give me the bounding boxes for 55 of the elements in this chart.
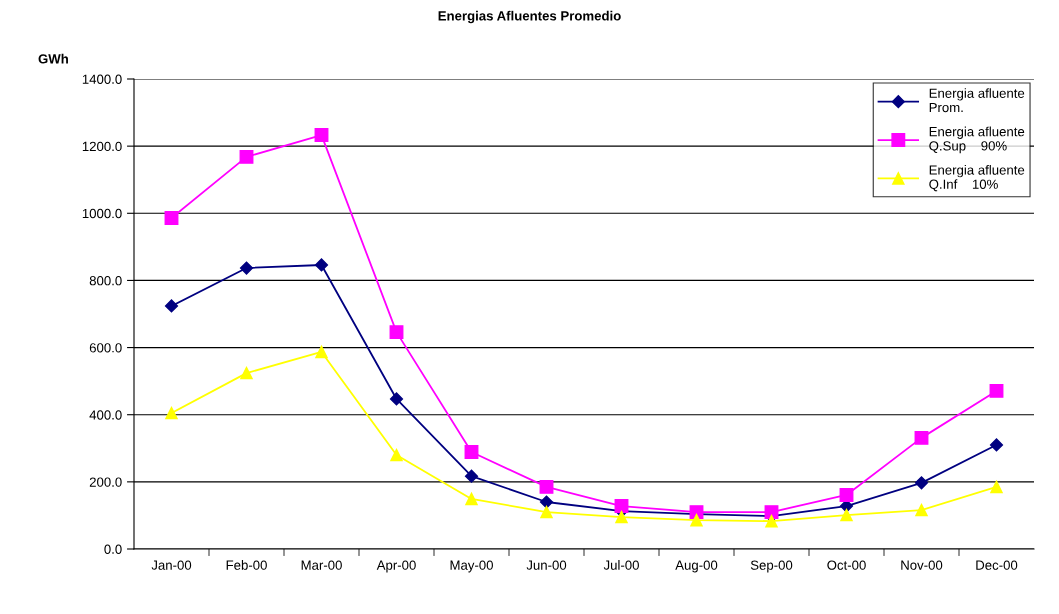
point — [164, 299, 179, 313]
x-tick-label: Mar-00 — [301, 560, 342, 570]
point — [539, 495, 554, 509]
y-tick-label: 400.0 — [89, 410, 122, 420]
point — [915, 503, 928, 517]
y-tick-label: 1200.0 — [82, 141, 122, 152]
point — [990, 480, 1003, 494]
point — [989, 383, 1004, 398]
x-tick-label: Apr-00 — [376, 560, 416, 573]
point — [165, 406, 178, 420]
legend-label: Energia afluente Q.Inf 10% — [929, 165, 1025, 192]
x-tick-label: Oct-00 — [827, 560, 866, 570]
x-tick-label: May-00 — [450, 560, 493, 573]
x-tick-label: Jun-00 — [526, 560, 567, 570]
point — [239, 261, 254, 275]
point — [390, 448, 403, 462]
x-tick-label: Jul-00 — [603, 560, 639, 570]
point — [539, 479, 554, 494]
x-tick-label: Nov-00 — [901, 560, 943, 570]
point — [389, 392, 404, 406]
legend-label: Energia afluente Q.Sup 90% — [929, 126, 1025, 154]
point — [239, 149, 254, 164]
point — [315, 345, 328, 359]
point — [839, 488, 854, 502]
y-tick-label: 0.0 — [104, 544, 122, 554]
y-tick-label: 800.0 — [89, 276, 122, 286]
point — [240, 366, 253, 380]
point — [314, 128, 329, 143]
point — [840, 508, 853, 522]
y-tick-label: 200.0 — [89, 477, 122, 487]
point — [914, 430, 929, 445]
point — [989, 438, 1004, 452]
point — [465, 492, 478, 506]
point — [389, 325, 404, 340]
y-tick-label: 1400.0 — [82, 74, 122, 84]
y-tick-label: 600.0 — [89, 343, 122, 353]
x-tick-label: Aug-00 — [675, 560, 718, 573]
x-tick-label: Feb-00 — [226, 560, 267, 570]
point — [615, 510, 628, 524]
point — [464, 469, 479, 483]
point — [614, 499, 629, 513]
point — [464, 445, 479, 459]
point — [690, 513, 703, 527]
x-tick-label: Sep-00 — [750, 560, 793, 573]
point — [765, 514, 778, 528]
x-tick-label: Jan-00 — [151, 560, 192, 570]
y-axis-title: GWh — [38, 53, 68, 64]
point — [314, 258, 329, 272]
y-tick-label: 1000.0 — [82, 208, 122, 219]
chart-title: Energias Afluentes Promedio — [438, 10, 621, 24]
legend-label: Energia afluente Prom. — [929, 88, 1025, 113]
point — [914, 476, 929, 490]
point — [164, 211, 179, 225]
x-tick-label: Dec-00 — [976, 560, 1018, 570]
point — [540, 505, 553, 519]
